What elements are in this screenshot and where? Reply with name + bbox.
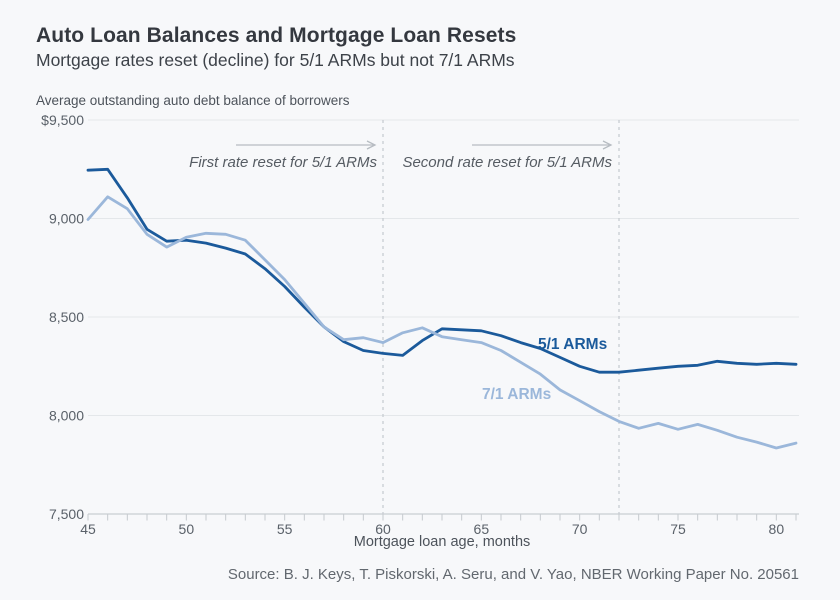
reference-lines-layer [236, 120, 620, 514]
annotation-arrowhead-icon [366, 140, 377, 150]
x-tick-label-45: 45 [80, 521, 96, 537]
series-line-5-1-arms [86, 167, 798, 374]
x-tick-label-70: 70 [572, 521, 588, 537]
x-axis-title: Mortgage loan age, months [354, 534, 531, 550]
y-axis-title: Average outstanding auto debt balance of… [36, 93, 350, 108]
x-tick-label-65: 65 [474, 521, 490, 537]
y-tick-label-8000: 8,000 [49, 408, 84, 424]
grid-layer [88, 119, 799, 515]
chart-title: Auto Loan Balances and Mortgage Loan Res… [36, 24, 517, 47]
annotation-second-reset: Second rate reset for 5/1 ARMs [402, 154, 612, 171]
x-tick-label-80: 80 [769, 521, 785, 537]
series-layer [86, 167, 798, 450]
x-tick-label-75: 75 [670, 521, 686, 537]
source-attribution: Source: B. J. Keys, T. Piskorski, A. Ser… [228, 566, 799, 583]
annotation-first-reset: First rate reset for 5/1 ARMs [189, 154, 377, 171]
series-label-7-1-arms: 7/1 ARMs [482, 386, 551, 403]
y-tick-label-7500: 7,500 [49, 506, 84, 522]
series-label-5-1-arms: 5/1 ARMs [538, 336, 607, 353]
x-tick-label-60: 60 [375, 521, 391, 537]
chart-subtitle: Mortgage rates reset (decline) for 5/1 A… [36, 50, 515, 70]
y-tick-label-8500: 8,500 [49, 309, 84, 325]
x-tick-label-55: 55 [277, 521, 293, 537]
series-line-7-1-arms [86, 195, 798, 450]
annotation-arrowhead-icon [602, 140, 613, 150]
x-tick-label-50: 50 [179, 521, 195, 537]
y-tick-label-9000: 9,000 [49, 211, 84, 227]
y-tick-label-9500: $9,500 [41, 112, 84, 128]
